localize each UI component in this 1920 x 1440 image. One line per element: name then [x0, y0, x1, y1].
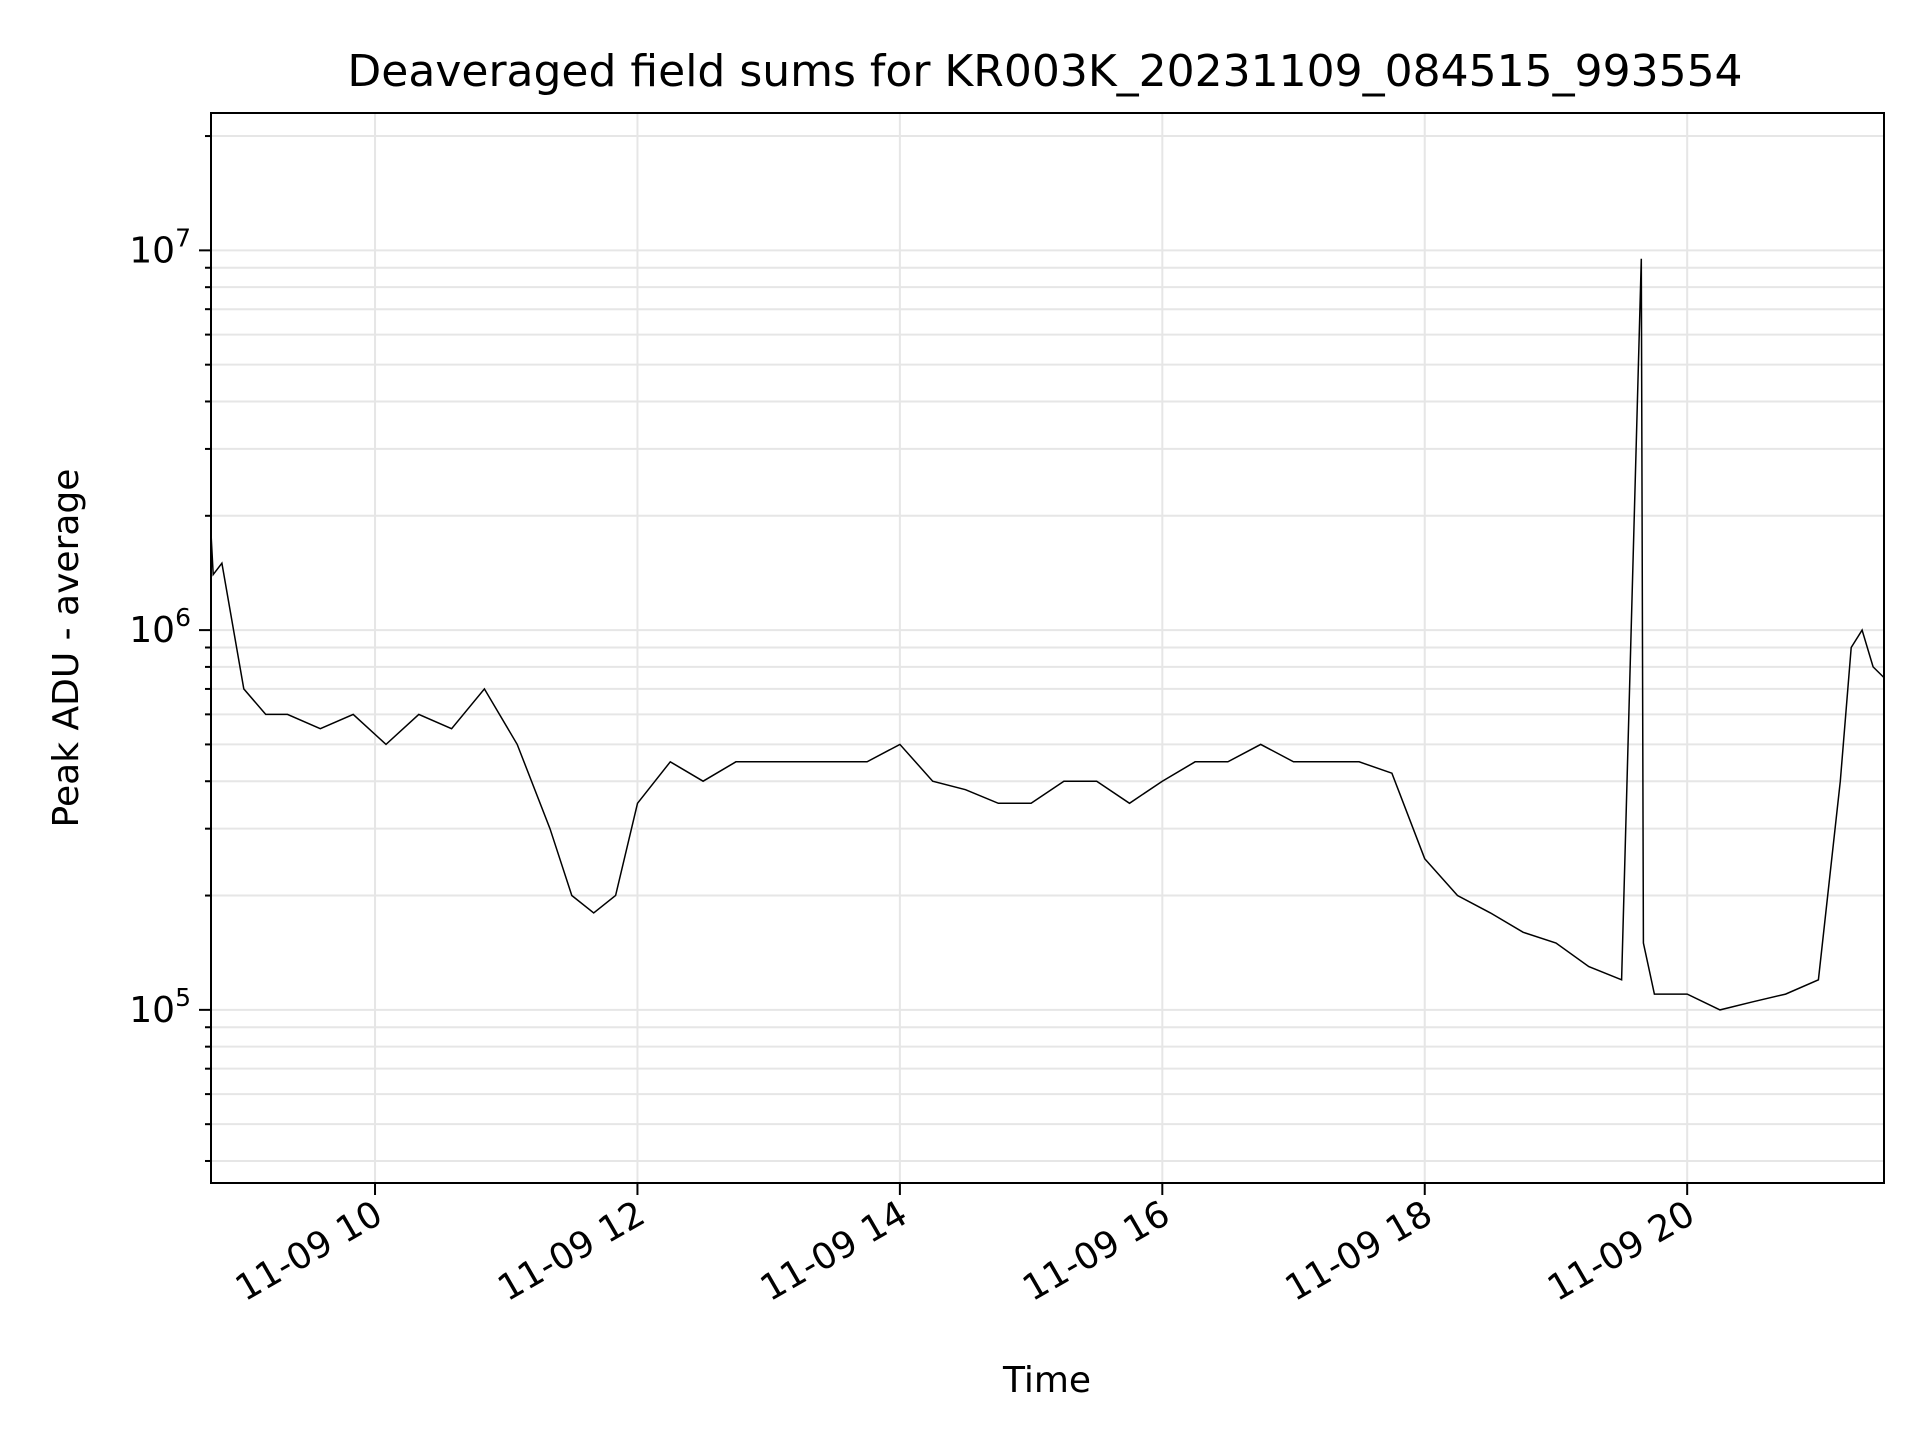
y-tick-label: 106	[129, 603, 191, 651]
series-line	[210, 258, 1885, 1011]
x-tick-label: 11-09 20	[1541, 1193, 1702, 1309]
grid	[211, 113, 1884, 1183]
x-axis: 11-09 10 11-09 12 11-09 14 11-09 16 11-09 18…	[229, 1183, 1702, 1310]
y-axis: 105 106 107	[129, 135, 211, 1162]
x-tick-label: 11-09 18	[1279, 1193, 1440, 1309]
y-axis-label: Peak ADU - average	[46, 469, 87, 828]
x-axis-label: Time	[1002, 1360, 1091, 1401]
x-tick-label: 11-09 14	[754, 1193, 915, 1309]
chart-title: Deaveraged field sums for KR003K_2023110…	[347, 46, 1742, 97]
x-tick-label: 11-09 12	[491, 1193, 652, 1309]
y-tick-label: 107	[129, 223, 191, 271]
x-tick-label: 11-09 10	[229, 1193, 390, 1309]
x-tick-label: 11-09 16	[1016, 1193, 1177, 1309]
series-line-path	[210, 258, 1885, 1011]
y-tick-label: 105	[129, 983, 191, 1031]
